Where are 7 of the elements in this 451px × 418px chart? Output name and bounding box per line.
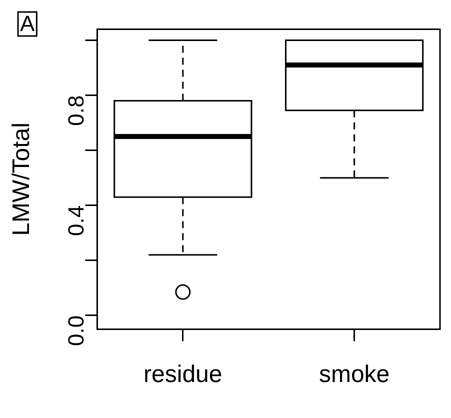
x-tick-label: smoke <box>318 361 390 388</box>
x-tick-label: residue <box>144 361 222 388</box>
y-tick-label: 0.0 <box>63 315 88 346</box>
text: A <box>20 11 35 36</box>
y-tick-label: 0.4 <box>63 205 88 236</box>
y-tick-label: 0.8 <box>63 95 88 126</box>
y-axis-title: LMW/Total <box>8 122 36 236</box>
